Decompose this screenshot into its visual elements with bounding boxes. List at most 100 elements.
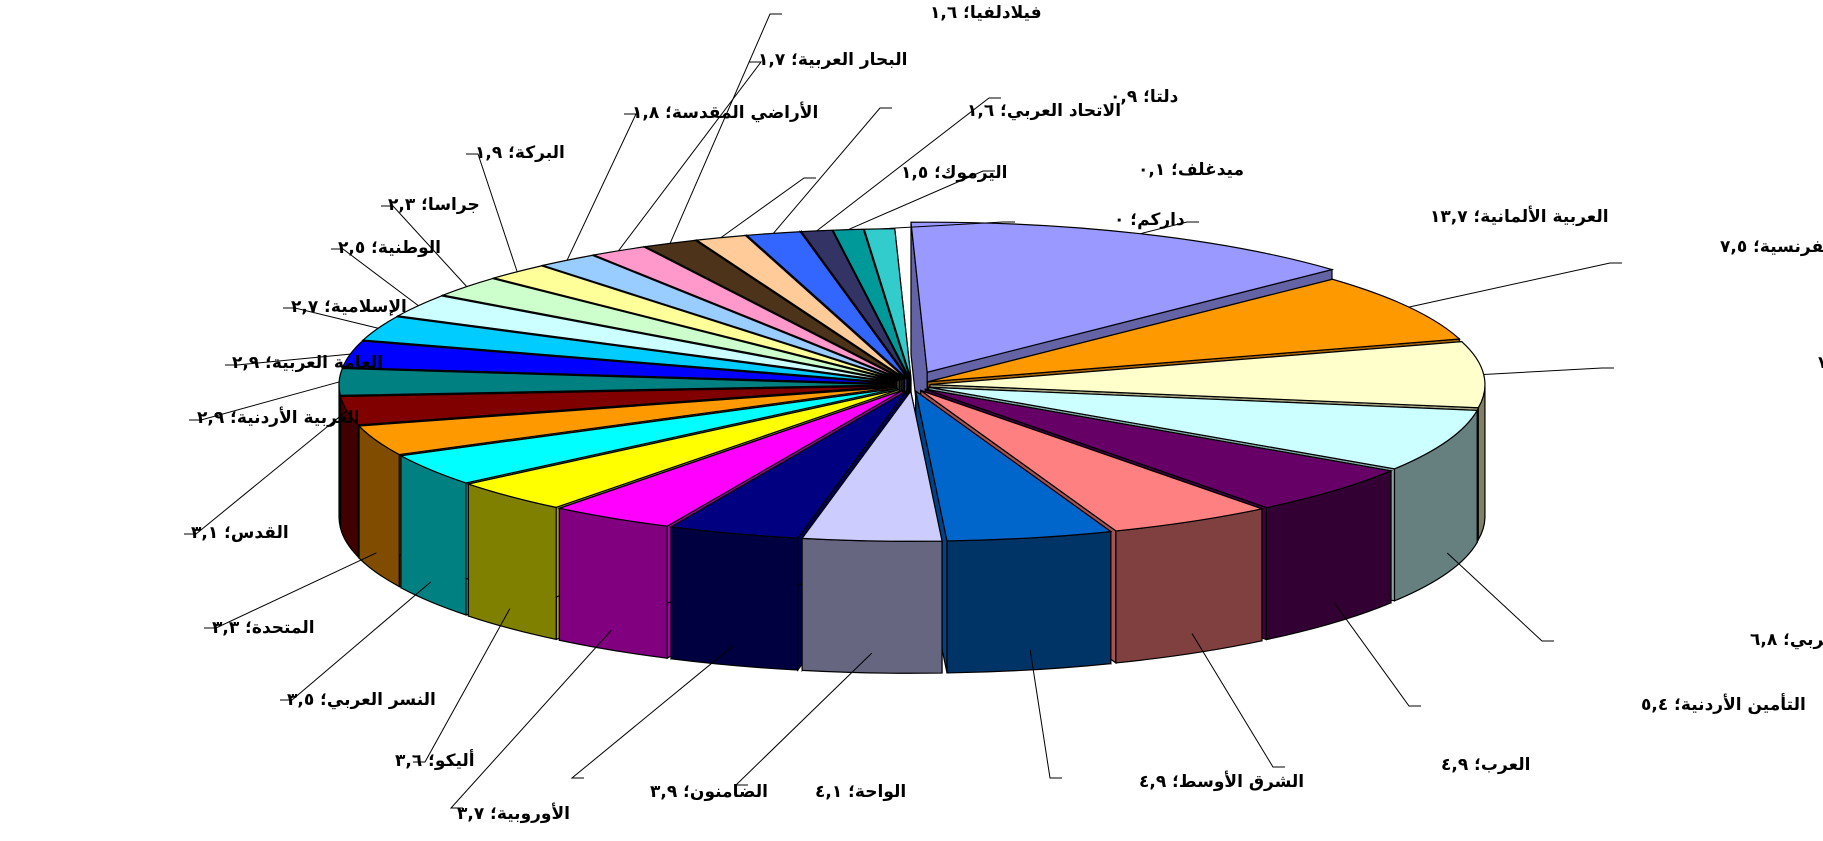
data-label-21: الأراضي المقدسة؛ ١,٨: [632, 102, 818, 123]
slice-3-outer-wall: [1477, 385, 1486, 542]
data-label-13-value: ٣,٣: [212, 618, 240, 638]
data-label-17: الإسلامية؛ ٢,٧: [291, 297, 407, 317]
data-label-5: التأمين الأردنية؛ ٥,٤: [1641, 693, 1806, 715]
data-label-9: الضامنون؛ ٣,٩: [650, 782, 768, 802]
data-label-25-value: ١,٦: [967, 101, 994, 121]
data-label-11-name: أليكو؛: [422, 749, 474, 771]
slice-8-outer-wall: [801, 537, 943, 674]
data-label-20-name: البركة؛: [502, 143, 565, 163]
slice-6-top: [920, 389, 1265, 532]
data-label-20: البركة؛ ١,٩: [475, 143, 565, 163]
data-label-27: ميدغلف؛ ٠,١: [1138, 160, 1244, 180]
data-label-9-value: ٣,٩: [650, 782, 678, 802]
data-label-22-value: ١,٧: [758, 50, 786, 70]
data-label-4-value: ٦,٨: [1750, 630, 1778, 650]
leader-line-16: [225, 353, 351, 366]
data-label-28-name: داركم؛: [1124, 210, 1185, 230]
leader-line-23: [669, 13, 782, 244]
leader-line-4: [1446, 552, 1554, 642]
slice-5-top: [925, 388, 1394, 509]
data-label-14-value: ٣,١: [191, 523, 218, 543]
data-label-5-name: التأمين الأردنية؛: [1668, 693, 1806, 715]
data-label-18: الوطنية؛ ٢,٥: [338, 238, 441, 258]
leader-line-15: [189, 381, 340, 421]
slice-12-top: [399, 387, 898, 484]
slice-4-top: [928, 386, 1479, 470]
data-label-10-value: ٣,٧: [457, 804, 485, 824]
data-label-17-name: الإسلامية؛: [318, 297, 407, 317]
leader-line-14: [184, 410, 348, 535]
data-label-25-name: الاتحاد العربي؛: [994, 101, 1121, 121]
data-label-17-value: ٢,٧: [291, 297, 319, 317]
data-label-12-value: ٣,٥: [287, 690, 314, 710]
leader-line-3: [1483, 367, 1614, 375]
slice-9-outer-wall: [670, 526, 799, 671]
slice-7-top: [914, 389, 1113, 542]
data-label-13-name: المتحدة؛: [239, 618, 314, 638]
leader-line-6: [1191, 633, 1285, 768]
data-label-8: الواحة؛ ٤,١: [815, 782, 906, 802]
data-label-23: فيلادلفيا؛ ١,٦: [930, 3, 1042, 23]
data-label-26-name: دلتا؛: [1137, 87, 1178, 107]
data-label-18-name: الوطنية؛: [365, 238, 441, 258]
leader-line-13: [204, 552, 377, 629]
data-label-23-name: فيلادلفيا؛: [957, 3, 1041, 23]
data-label-22: البحار العربية؛ ١,٧: [758, 50, 907, 70]
slice-10-top: [557, 389, 903, 527]
slice-10-outer-wall: [558, 507, 668, 659]
slice-26-top: [800, 229, 910, 380]
data-label-11-value: ٣,٦: [395, 751, 422, 771]
data-label-16: العامة العربية؛ ٢,٩: [232, 353, 383, 373]
data-label-6-value: ٤,٩: [1441, 755, 1469, 775]
data-labels: العربية الألمانية؛ ١٣,٧ الأردنية الفرنسية…: [191, 3, 1823, 824]
data-label-19-name: جراسا؛: [415, 195, 479, 215]
slice-23-top: [643, 239, 905, 380]
slice-13-top: [357, 386, 896, 456]
data-label-24: اليرموك؛ ١,٥: [901, 163, 1007, 183]
leader-line-18: [331, 248, 419, 307]
slice-9-top: [669, 390, 907, 539]
data-label-1-name: العربية الألمانية؛: [1468, 206, 1609, 227]
data-label-27-name: ميدغلف؛: [1165, 160, 1244, 180]
data-label-12: النسر العربي؛ ٣,٥: [287, 690, 436, 710]
data-label-3-value: ٧,٢: [1818, 353, 1823, 373]
leader-line-9: [570, 645, 734, 779]
leader-line-8: [734, 652, 873, 786]
data-label-10: الأوروبية؛ ٣,٧: [457, 803, 570, 824]
slice-7-outer-wall: [946, 530, 1112, 674]
leader-line-22: [618, 61, 763, 252]
leader-line-19: [381, 205, 468, 287]
data-label-22-name: البحار العربية؛: [785, 50, 907, 70]
data-label-15-value: ٢,٩: [197, 408, 225, 428]
leader-line-17: [283, 307, 379, 329]
data-label-28: داركم؛ ٠: [1114, 210, 1185, 230]
data-label-25: الاتحاد العربي؛ ١,٦: [967, 101, 1121, 121]
data-label-14-name: القدس؛: [218, 523, 288, 543]
data-label-4: الشرق العربي؛ ٦,٨: [1750, 630, 1823, 650]
data-label-28-value: ٠: [1114, 210, 1124, 230]
slice-6-outer-wall: [1115, 508, 1263, 664]
leader-line-2: [1408, 262, 1622, 308]
leader-line-11: [413, 608, 511, 763]
slice-2-top: [927, 278, 1461, 383]
data-label-2-name: الأردنية الفرنسية؛: [1747, 236, 1823, 257]
slice-8-top: [800, 389, 943, 542]
data-label-18-value: ٢,٥: [338, 238, 365, 258]
data-label-27-value: ٠,١: [1138, 160, 1165, 180]
slice-14-top: [339, 385, 895, 426]
data-label-21-name: الأراضي المقدسة؛: [659, 102, 818, 123]
slice-1-top: [910, 221, 1335, 373]
leader-line-27: [847, 170, 995, 231]
data-label-21-value: ١,٨: [632, 103, 660, 123]
data-label-9-name: الضامنون؛: [677, 782, 768, 802]
slice-sides: [338, 221, 1486, 674]
slice-17-top: [361, 316, 896, 384]
leader-line-21: [566, 113, 637, 261]
leader-line-26: [816, 97, 1001, 232]
leader-line-1: [1140, 221, 1199, 235]
data-label-19: جراسا؛ ٢,٣: [388, 195, 480, 215]
data-label-1-value: ١٣,٧: [1430, 207, 1468, 227]
data-label-10-name: الأوروبية؛: [484, 803, 570, 824]
data-label-16-value: ٢,٩: [232, 353, 260, 373]
